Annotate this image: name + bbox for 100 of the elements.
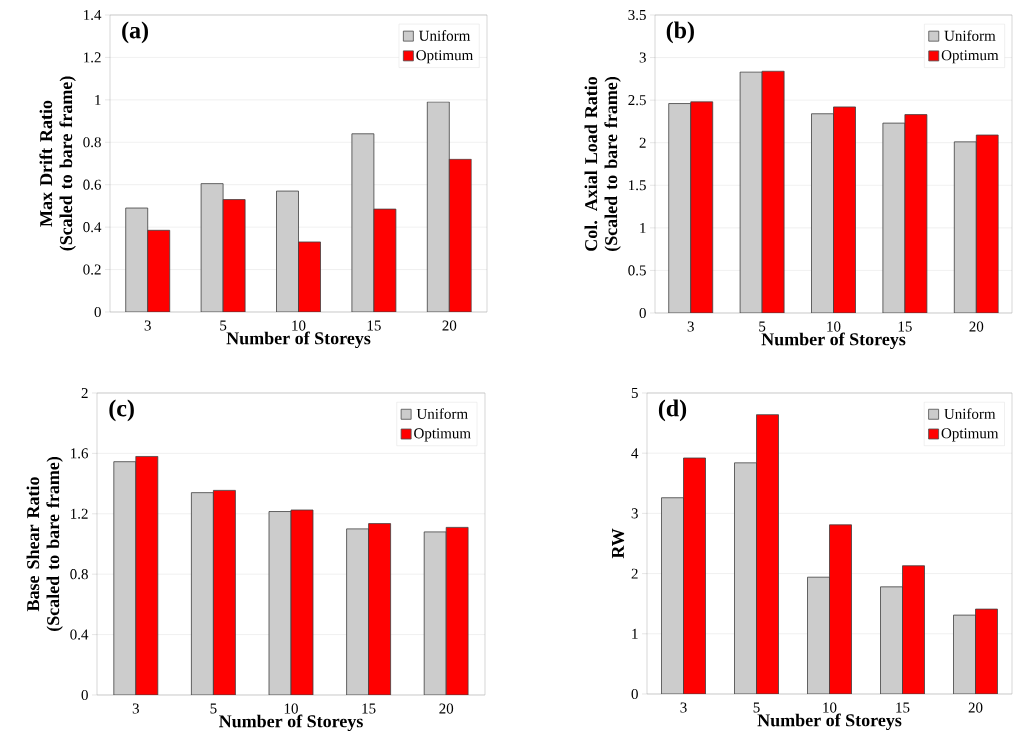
x-tick-label: 15 xyxy=(896,702,910,713)
x-axis-title: Number of Storeys xyxy=(761,332,906,350)
x-tick-label: 5 xyxy=(753,702,760,713)
legend-label: Uniform xyxy=(944,30,996,41)
bar xyxy=(761,70,785,313)
bar xyxy=(426,101,450,312)
bar xyxy=(975,608,998,694)
legend-label: Uniform xyxy=(944,408,996,419)
bar xyxy=(661,497,684,694)
bar xyxy=(213,489,236,695)
x-axis-title: Number of Storeys xyxy=(226,331,371,349)
legend-label: Optimum xyxy=(941,50,999,64)
y-tick-label: 1 xyxy=(95,94,101,105)
annotation: (a) xyxy=(122,21,148,44)
bar xyxy=(298,241,321,312)
y-tick-label: 2 xyxy=(81,388,88,398)
y-tick-label: 1.5 xyxy=(629,180,646,191)
bar xyxy=(807,576,830,694)
x-tick-label: 15 xyxy=(367,320,381,331)
x-tick-label: 5 xyxy=(759,321,766,332)
bar xyxy=(346,528,369,695)
y-tick-label: 0.8 xyxy=(70,569,88,580)
y-tick-label: 2 xyxy=(639,137,646,148)
x-tick-label: 3 xyxy=(680,702,687,713)
bar xyxy=(268,511,292,695)
legend-label: Uniform xyxy=(419,30,471,41)
x-axis-title: Number of Storeys xyxy=(757,713,902,731)
x-tick-label: 10 xyxy=(284,703,298,714)
bar xyxy=(756,414,779,694)
bar xyxy=(953,614,976,694)
y-tick-label: 2.5 xyxy=(628,95,646,106)
x-tick-label: 3 xyxy=(132,703,139,714)
x-tick-label: 10 xyxy=(827,321,841,332)
annotation: (d) xyxy=(658,399,687,422)
x-tick-label: 5 xyxy=(210,703,217,714)
x-tick-label: 5 xyxy=(220,320,227,331)
y-axis-title: Base Shear Ratio (Scaled to bare frame) xyxy=(26,456,63,632)
bar xyxy=(690,101,714,313)
x-tick-label: 20 xyxy=(439,703,454,714)
x-tick-label: 20 xyxy=(968,702,983,713)
bar xyxy=(882,122,906,313)
legend-label: Optimum xyxy=(414,428,471,442)
annotation: (b) xyxy=(666,21,694,44)
y-tick-label: 0.8 xyxy=(83,137,101,148)
y-tick-label: 1.6 xyxy=(71,448,89,459)
legend-label: Optimum xyxy=(941,428,999,442)
bar xyxy=(351,133,375,312)
y-tick-label: 0.4 xyxy=(70,629,89,640)
y-axis-title: RW xyxy=(612,528,625,559)
bar xyxy=(290,509,314,695)
bar xyxy=(147,229,171,312)
bar xyxy=(953,141,977,313)
bar xyxy=(975,134,999,313)
y-tick-label: 1.4 xyxy=(84,9,102,21)
bar xyxy=(829,524,852,694)
x-tick-label: 3 xyxy=(687,321,694,332)
y-tick-label: 0.2 xyxy=(83,264,101,275)
x-tick-label: 3 xyxy=(144,320,151,331)
bar xyxy=(739,71,763,313)
x-tick-label: 10 xyxy=(292,320,306,331)
y-tick-label: 3 xyxy=(631,508,638,519)
y-tick-label: 0.4 xyxy=(83,222,102,233)
bar xyxy=(222,199,246,312)
bar xyxy=(445,526,469,695)
annotation: (c) xyxy=(109,399,134,422)
bar xyxy=(448,158,472,312)
bar xyxy=(276,190,299,312)
y-tick-label: 0 xyxy=(631,688,638,700)
y-tick-label: 1 xyxy=(640,222,646,233)
x-tick-label: 10 xyxy=(823,702,837,713)
legend-label: Optimum xyxy=(416,50,474,64)
legend-label: Uniform xyxy=(416,408,468,419)
y-tick-label: 3.5 xyxy=(628,9,646,21)
bar xyxy=(368,523,391,695)
bar xyxy=(904,114,928,313)
bar xyxy=(811,113,834,313)
bar xyxy=(125,207,149,312)
y-axis-title: Max Drift Ratio (Scaled to bare frame) xyxy=(39,76,76,251)
y-tick-label: 2 xyxy=(631,568,638,579)
y-tick-label: 0.5 xyxy=(628,265,646,276)
y-tick-label: 5 xyxy=(631,388,638,398)
bar xyxy=(734,462,757,694)
y-tick-label: 1.2 xyxy=(71,508,88,519)
y-tick-label: 0.6 xyxy=(83,179,102,190)
x-axis-title: Number of Storeys xyxy=(219,714,363,732)
bar xyxy=(683,457,706,694)
bar xyxy=(135,456,159,695)
y-tick-label: 0 xyxy=(81,689,88,701)
y-tick-label: 0 xyxy=(639,307,646,319)
bar xyxy=(668,103,692,313)
bar xyxy=(902,565,925,694)
bar xyxy=(200,183,224,312)
y-tick-label: 4 xyxy=(631,448,639,459)
x-tick-label: 20 xyxy=(442,320,457,331)
bar xyxy=(113,461,137,695)
x-tick-label: 15 xyxy=(362,703,376,714)
y-axis-title: Col. Axial Load Ratio (Scaled to bare frame) xyxy=(584,76,621,252)
bar xyxy=(833,106,856,313)
bar xyxy=(423,531,447,695)
x-tick-label: 20 xyxy=(969,321,984,332)
